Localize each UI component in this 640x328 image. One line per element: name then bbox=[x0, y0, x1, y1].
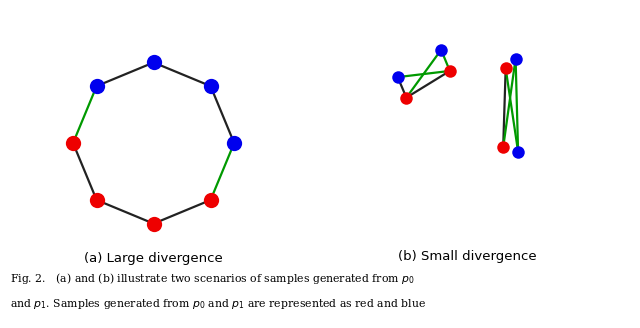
Text: Fig. 2.   (a) and (b) illustrate two scenarios of samples generated from $p_0$: Fig. 2. (a) and (b) illustrate two scena… bbox=[10, 271, 414, 286]
Text: (b) Small divergence: (b) Small divergence bbox=[398, 250, 536, 263]
Text: and $p_1$. Samples generated from $p_0$ and $p_1$ are represented as red and blu: and $p_1$. Samples generated from $p_0$ … bbox=[10, 297, 426, 311]
Text: (a) Large divergence: (a) Large divergence bbox=[84, 252, 223, 265]
